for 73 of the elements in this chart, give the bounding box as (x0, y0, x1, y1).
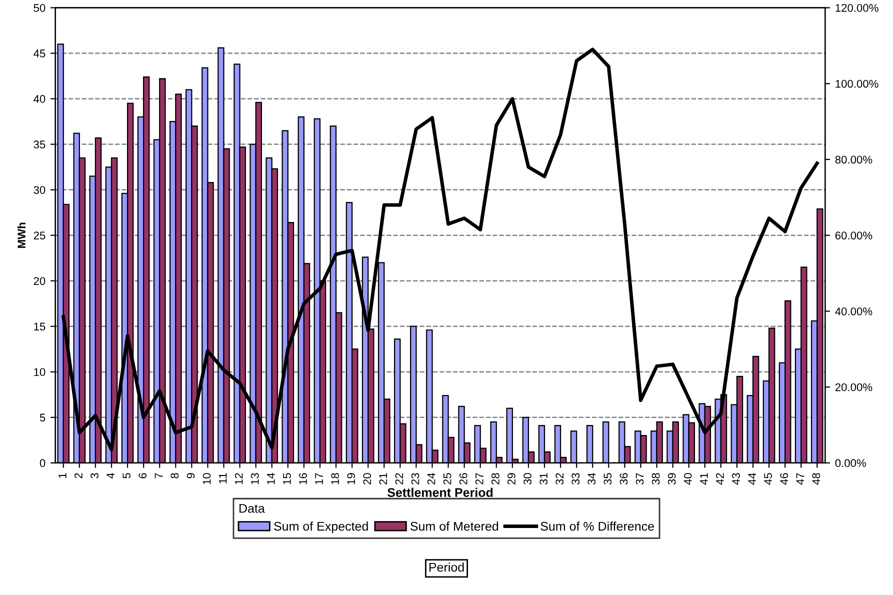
y2-tick-label: 0.00% (835, 459, 866, 468)
legend-label: Sum of Metered (410, 522, 498, 531)
x-tick-label: 18 (331, 473, 339, 484)
y-tick-label: 30 (34, 186, 46, 194)
x-tick-label: 11 (218, 473, 227, 484)
x-tick-label: 38 (652, 473, 660, 485)
legend-label: Sum of % Difference (540, 522, 654, 531)
x-tick-label: 6 (138, 473, 147, 478)
x-tick-label: 17 (315, 473, 323, 484)
legend-title: Data (240, 504, 265, 513)
x-tick-label: 45 (764, 473, 772, 485)
x-tick-label: 22 (395, 473, 404, 484)
x-tick-label: 46 (780, 473, 788, 485)
x-tick-label: 32 (556, 473, 564, 485)
y-tick-label: 15 (34, 322, 46, 330)
y-tick-label: 45 (34, 50, 46, 58)
y-tick-label: 0 (40, 459, 46, 468)
x-tick-label: 40 (684, 473, 692, 485)
x-tick-label: 37 (636, 473, 644, 485)
text: Period (429, 562, 464, 572)
x-tick-label: 8 (170, 473, 179, 478)
y-tick-label: 10 (34, 368, 46, 376)
x-tick-label: 39 (668, 473, 676, 485)
x-tick-label: 30 (524, 473, 532, 485)
y-axis-title: MWh (17, 222, 26, 248)
y2-tick-label: 60.00% (835, 232, 872, 240)
x-tick-label: 25 (443, 473, 452, 484)
x-tick-label: 47 (796, 473, 804, 485)
x-axis-title: Settlement Period (387, 488, 493, 497)
x-tick-label: 42 (716, 473, 724, 485)
x-tick-label: 19 (347, 473, 356, 484)
x-tick-label: 3 (90, 473, 98, 478)
x-tick-label: 29 (508, 473, 516, 484)
x-tick-label: 48 (812, 473, 820, 485)
x-tick-label: 2 (74, 473, 82, 478)
x-tick-label: 4 (106, 472, 114, 479)
x-tick-label: 26 (459, 473, 468, 484)
x-tick-label: 35 (604, 473, 612, 485)
x-tick-label: 34 (588, 472, 596, 485)
x-tick-label: 9 (186, 473, 195, 478)
x-tick-label: 28 (491, 473, 500, 484)
x-tick-label: 13 (250, 473, 259, 484)
legend-label: Sum of Expected (274, 522, 368, 534)
y-tick-label: 40 (34, 95, 46, 103)
x-tick-label: 24 (427, 472, 436, 484)
x-tick-label: 21 (379, 473, 387, 484)
x-tick-label: 5 (122, 473, 131, 478)
x-tick-label: 12 (234, 473, 243, 484)
x-tick-label: 7 (154, 473, 162, 478)
x-tick-label: 10 (202, 473, 211, 484)
y2-tick-label: 100.00% (836, 80, 878, 88)
x-tick-label: 20 (363, 473, 372, 484)
x-tick-label: 27 (475, 473, 484, 484)
y-tick-label: 35 (34, 140, 46, 148)
x-tick-label: 33 (572, 473, 580, 485)
x-tick-label: 14 (267, 472, 275, 484)
x-tick-label: 44 (748, 472, 756, 485)
x-tick-label: 43 (732, 473, 740, 485)
x-tick-label: 16 (299, 473, 307, 484)
y-tick-label: 25 (34, 232, 46, 240)
x-tick-label: 36 (620, 473, 628, 485)
x-tick-label: 31 (540, 473, 548, 485)
y2-tick-label: 80.00% (835, 156, 872, 164)
y2-tick-label: 120.00% (836, 4, 878, 12)
y-tick-label: 50 (34, 4, 46, 12)
x-tick-label: 15 (283, 473, 291, 484)
y-tick-label: 20 (34, 277, 46, 285)
y2-tick-label: 40.00% (835, 307, 872, 316)
y-tick-label: 5 (40, 414, 46, 422)
x-tick-label: 41 (700, 473, 708, 485)
x-tick-label: 23 (411, 473, 420, 484)
y2-tick-label: 20.00% (835, 383, 872, 392)
x-tick-label: 1 (58, 473, 66, 478)
